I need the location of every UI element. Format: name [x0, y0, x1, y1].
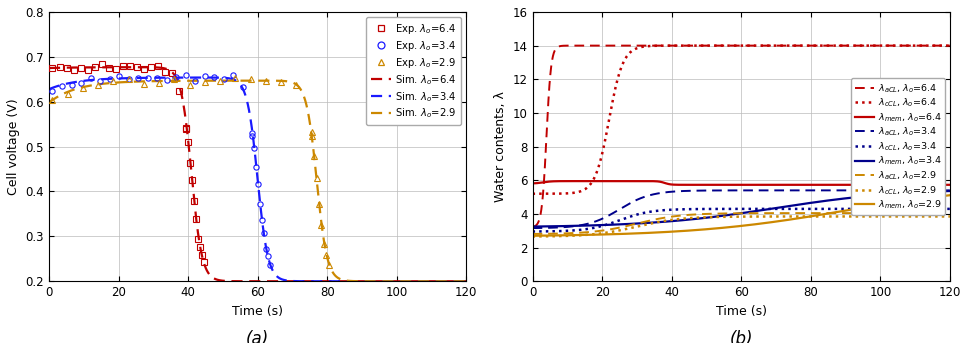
X-axis label: Time (s): Time (s)	[232, 305, 283, 318]
X-axis label: Time (s): Time (s)	[715, 305, 767, 318]
Text: (b): (b)	[730, 330, 753, 343]
Y-axis label: Water contents, λ: Water contents, λ	[494, 91, 507, 202]
Text: (a): (a)	[246, 330, 269, 343]
Legend: $\lambda_{aCL}$, $\lambda_o$=6.4, $\lambda_{cCL}$, $\lambda_o$=6.4, $\lambda_{me: $\lambda_{aCL}$, $\lambda_o$=6.4, $\lamb…	[851, 78, 945, 215]
Legend: Exp. $\lambda_o$=6.4, Exp. $\lambda_o$=3.4, Exp. $\lambda_o$=2.9, Sim. $\lambda_: Exp. $\lambda_o$=6.4, Exp. $\lambda_o$=3…	[366, 17, 462, 125]
Y-axis label: Cell voltage (V): Cell voltage (V)	[7, 98, 20, 195]
